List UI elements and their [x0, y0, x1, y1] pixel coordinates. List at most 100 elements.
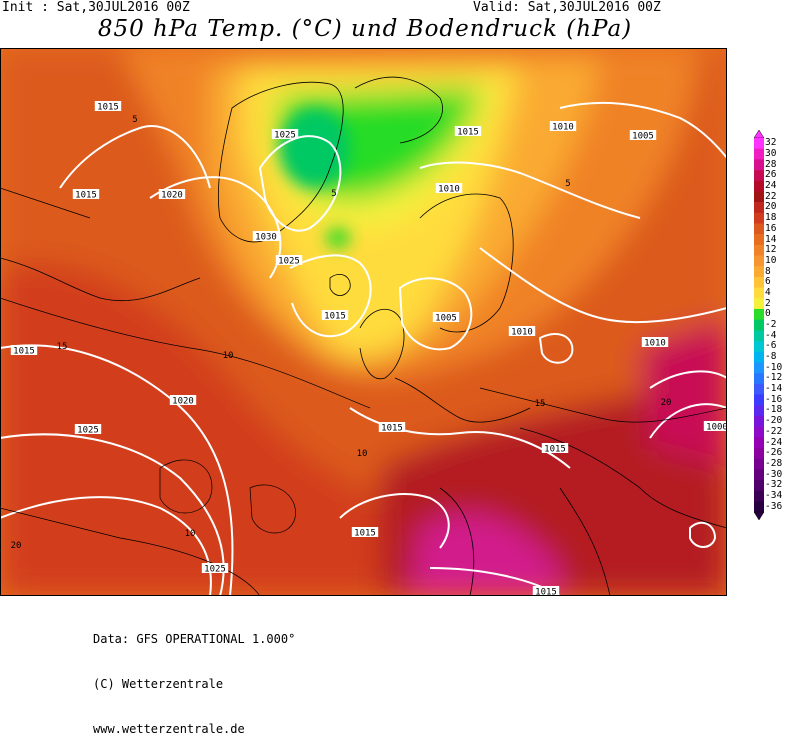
isobar-label: 1005 [629, 130, 657, 142]
colorbar-swatch [754, 469, 764, 481]
colorbar-swatch [754, 255, 764, 267]
svg-text:1025: 1025 [77, 426, 99, 436]
isotherm-label: 20 [11, 541, 22, 551]
colorbar-label: -34 [765, 489, 783, 501]
colorbar-swatch [754, 170, 764, 182]
colorbar-label: 14 [765, 233, 777, 245]
svg-text:1000: 1000 [706, 423, 727, 433]
colorbar-label: 12 [765, 244, 777, 256]
colorbar-label: -6 [765, 340, 777, 352]
isotherm-label: 20 [661, 398, 672, 408]
colorbar-swatch [754, 298, 764, 310]
map-frame [0, 48, 727, 596]
colorbar-label: -4 [765, 329, 777, 341]
colorbar-label: -24 [765, 436, 783, 448]
colorbar-label: -36 [765, 500, 783, 512]
colorbar-label: 20 [765, 201, 777, 213]
isobar-label: 1015 [321, 310, 349, 322]
isobar-label: 1010 [508, 326, 536, 338]
svg-text:1015: 1015 [457, 128, 479, 138]
isobar-label: 1015 [541, 443, 569, 455]
isotherm-label: 5 [565, 179, 570, 189]
colorbar-label: 0 [765, 308, 771, 320]
colorbar-swatch [754, 180, 764, 192]
colorbar-swatch [754, 319, 764, 331]
colorbar-label: -26 [765, 447, 783, 459]
colorbar-swatch [754, 383, 764, 395]
colorbar-swatch [754, 490, 764, 502]
svg-text:1020: 1020 [161, 191, 183, 201]
map-title: 850 hPa Temp. (°C) und Bodendruck (hPa) [97, 16, 633, 42]
footer-copyright: (C) Wetterzentrale [93, 677, 224, 691]
isobar-label: 1025 [74, 424, 102, 436]
colorbar-swatch [754, 244, 764, 256]
colorbar-swatch [754, 362, 764, 374]
svg-text:1015: 1015 [535, 588, 557, 597]
colorbar-label: 26 [765, 169, 777, 181]
colorbar-swatch [754, 405, 764, 417]
colorbar-label: 24 [765, 180, 777, 192]
colorbar-swatch [754, 394, 764, 406]
svg-text:1010: 1010 [511, 328, 533, 338]
isobar-label: 1030 [252, 231, 280, 243]
footer: Data: GFS OPERATIONAL 1.000° (C) Wetterz… [93, 602, 295, 752]
svg-text:1010: 1010 [644, 339, 666, 349]
isobar-label: 1025 [275, 255, 303, 267]
temp-labels: 5101510102015152055 [11, 115, 672, 551]
isobar-label: 1020 [158, 189, 186, 201]
colorbar-label: 22 [765, 190, 777, 202]
colorbar-swatch [754, 330, 764, 342]
isotherm-label: 10 [185, 529, 196, 539]
colorbar-label: 28 [765, 158, 777, 170]
isotherms [0, 297, 727, 596]
svg-text:1025: 1025 [204, 565, 226, 575]
isobar-label: 1000 [703, 421, 727, 433]
svg-text:1015: 1015 [97, 103, 119, 113]
colorbar-swatch [754, 447, 764, 459]
colorbar-swatch [754, 351, 764, 363]
isotherm-label: 15 [535, 399, 546, 409]
colorbar-swatch [754, 437, 764, 449]
colorbar [754, 130, 765, 520]
colorbar-swatch [754, 287, 764, 299]
colorbar-swatch [754, 501, 764, 513]
svg-text:1020: 1020 [172, 397, 194, 407]
isobar-label: 1015 [10, 345, 38, 357]
colorbar-swatch [754, 415, 764, 427]
colorbar-swatch [754, 308, 764, 320]
colorbar-swatch [754, 212, 764, 224]
colorbar-swatch [754, 276, 764, 288]
colorbar-swatch [754, 341, 764, 353]
colorbar-swatch [754, 202, 764, 214]
colorbar-label: 32 [765, 137, 777, 149]
colorbar-label: 6 [765, 276, 771, 288]
isobar-label: 1015 [351, 527, 379, 539]
cold-core [280, 108, 350, 248]
svg-text:1005: 1005 [632, 132, 654, 142]
isobar-label: 1010 [641, 337, 669, 349]
colorbar-label: -20 [765, 415, 783, 427]
svg-text:1030: 1030 [255, 233, 277, 243]
colorbar-label: -18 [765, 404, 783, 416]
svg-text:1025: 1025 [274, 131, 296, 141]
colorbar-label: 30 [765, 148, 777, 160]
svg-text:1005: 1005 [435, 314, 457, 324]
isobar-label: 1025 [201, 563, 229, 575]
isobar-label: 1010 [435, 183, 463, 195]
colorbar-label: -16 [765, 393, 783, 405]
isotherm-label: 5 [331, 189, 336, 199]
isobar-label: 1010 [549, 121, 577, 133]
isotherm-label: 10 [223, 351, 234, 361]
colorbar-label: -28 [765, 457, 783, 469]
valid-time: Valid: Sat,30JUL2016 00Z [473, 0, 661, 15]
svg-text:1025: 1025 [278, 257, 300, 267]
isobar-label: 1025 [271, 129, 299, 141]
colorbar-label: -30 [765, 468, 783, 480]
colorbar-label: 18 [765, 212, 777, 224]
colorbar-swatch [754, 373, 764, 385]
colorbar-swatch [754, 138, 764, 149]
isobar-label: 1015 [454, 126, 482, 138]
colorbar-top-arrow [754, 130, 765, 139]
colorbar-label: -14 [765, 383, 783, 395]
